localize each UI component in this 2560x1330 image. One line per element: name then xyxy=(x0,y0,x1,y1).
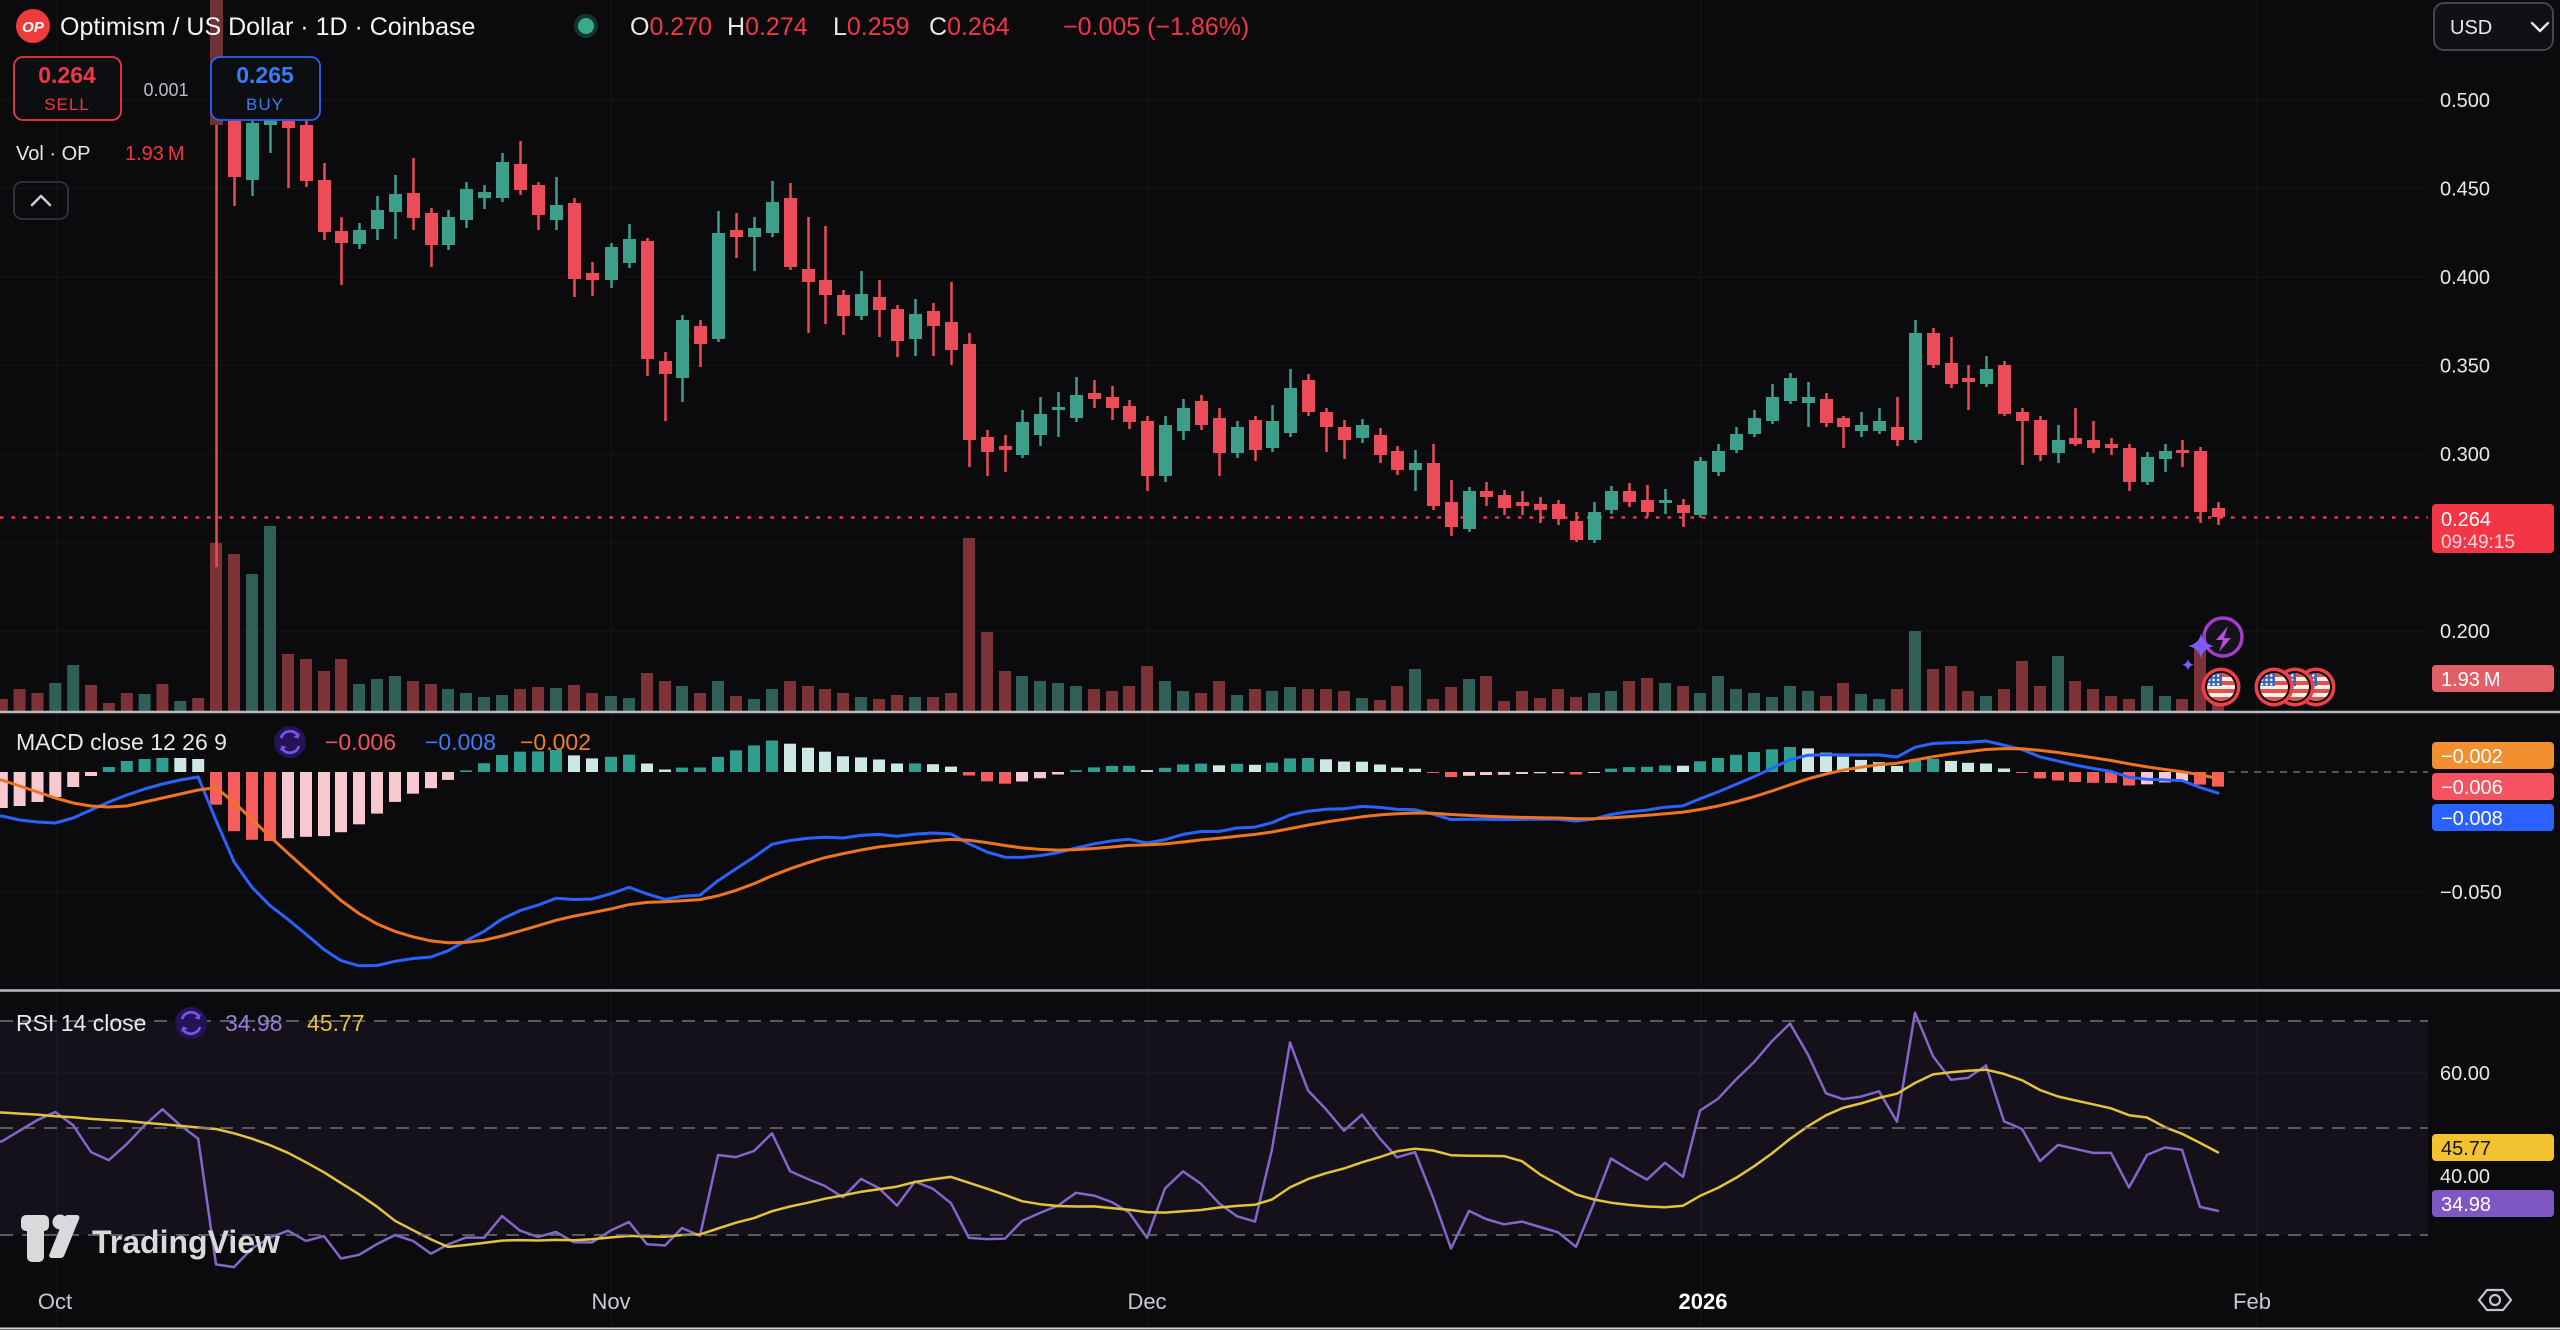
svg-text:L0.259: L0.259 xyxy=(833,13,909,41)
svg-text:0.200: 0.200 xyxy=(2440,621,2490,643)
svg-text:0.265: 0.265 xyxy=(236,62,294,88)
svg-text:0.400: 0.400 xyxy=(2440,267,2490,289)
svg-text:0.450: 0.450 xyxy=(2440,179,2490,201)
svg-text:0.500: 0.500 xyxy=(2440,90,2490,112)
svg-text:C0.264: C0.264 xyxy=(929,13,1010,41)
svg-text:OP: OP xyxy=(22,19,45,36)
svg-text:−0.006: −0.006 xyxy=(2441,777,2503,799)
svg-text:45.77: 45.77 xyxy=(2441,1138,2491,1160)
svg-text:0.264: 0.264 xyxy=(38,62,96,88)
svg-text:TradingView: TradingView xyxy=(92,1224,280,1260)
svg-text:1.93 M: 1.93 M xyxy=(125,143,185,165)
svg-text:O0.270: O0.270 xyxy=(630,13,712,41)
svg-text:45.77: 45.77 xyxy=(307,1010,365,1036)
svg-text:Nov: Nov xyxy=(591,1289,630,1314)
svg-text:−0.008: −0.008 xyxy=(425,729,496,755)
svg-text:34.98: 34.98 xyxy=(2441,1194,2491,1216)
svg-text:−0.002: −0.002 xyxy=(2441,746,2503,768)
svg-text:2026: 2026 xyxy=(1679,1289,1728,1314)
svg-text:60.00: 60.00 xyxy=(2440,1063,2490,1085)
svg-text:SELL: SELL xyxy=(44,95,90,114)
svg-text:1.93 M: 1.93 M xyxy=(2441,669,2501,691)
svg-text:−0.005 (−1.86%): −0.005 (−1.86%) xyxy=(1063,13,1249,41)
svg-text:−0.002: −0.002 xyxy=(520,729,591,755)
svg-text:Feb: Feb xyxy=(2233,1289,2271,1314)
svg-text:40.00: 40.00 xyxy=(2440,1166,2490,1188)
svg-text:H0.274: H0.274 xyxy=(727,13,808,41)
svg-text:−0.006: −0.006 xyxy=(325,729,396,755)
svg-text:−0.008: −0.008 xyxy=(2441,808,2503,830)
svg-text:USD: USD xyxy=(2450,17,2492,39)
svg-text:Vol · OP: Vol · OP xyxy=(16,143,90,165)
svg-text:Dec: Dec xyxy=(1127,1289,1166,1314)
svg-text:0.350: 0.350 xyxy=(2440,356,2490,378)
svg-text:0.264: 0.264 xyxy=(2441,509,2491,531)
svg-text:0.300: 0.300 xyxy=(2440,444,2490,466)
svg-text:Optimism / US Dollar · 1D · Co: Optimism / US Dollar · 1D · Coinbase xyxy=(60,13,475,41)
svg-text:−0.050: −0.050 xyxy=(2440,882,2502,904)
svg-text:Oct: Oct xyxy=(38,1289,72,1314)
svg-text:BUY: BUY xyxy=(246,95,284,114)
svg-text:34.98: 34.98 xyxy=(225,1010,283,1036)
svg-text:0.001: 0.001 xyxy=(143,80,188,100)
svg-text:MACD close 12 26 9: MACD close 12 26 9 xyxy=(16,729,227,755)
svg-text:RSI 14 close: RSI 14 close xyxy=(16,1010,146,1036)
svg-text:09:49:15: 09:49:15 xyxy=(2441,532,2515,553)
